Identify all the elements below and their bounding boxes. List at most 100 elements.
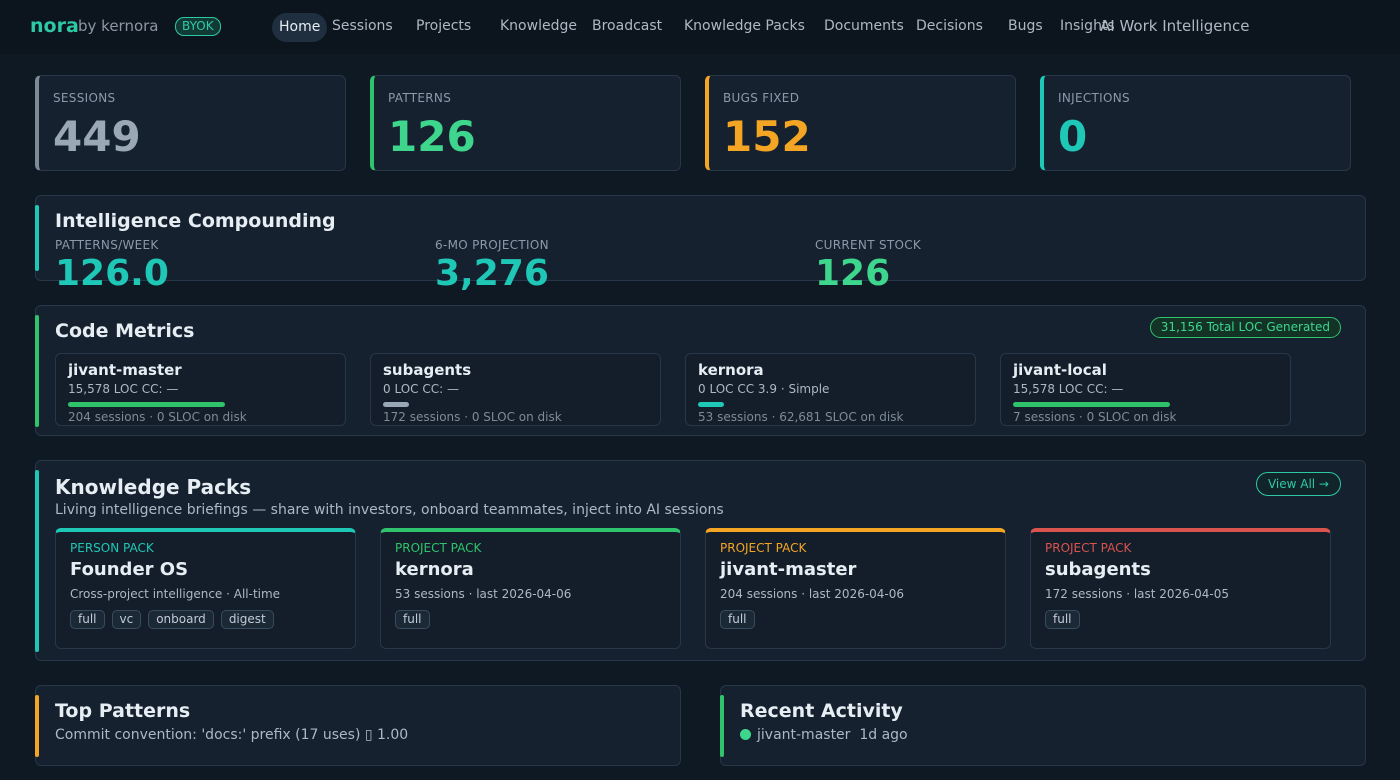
panel-title: Top Patterns [55, 700, 191, 722]
pack-tag[interactable]: digest [220, 610, 274, 629]
pack-card-kernora[interactable]: PROJECT PACK kernora 53 sessions · last … [380, 528, 681, 649]
project-name: subagents [383, 361, 472, 379]
stat-card-patterns: PATTERNS 126 [370, 75, 681, 171]
loc-bar [1013, 402, 1170, 407]
pack-tag[interactable]: full [395, 610, 430, 629]
metric-value: 126 [815, 253, 891, 294]
view-all-button[interactable]: View All → [1255, 472, 1341, 496]
pack-type: PROJECT PACK [395, 541, 482, 555]
project-sessions: 53 sessions · 62,681 SLOC on disk [698, 410, 904, 424]
loc-bar [698, 402, 724, 407]
pack-tags: full vc onboard digest [70, 610, 274, 629]
metric-label: PATTERNS/WEEK [55, 238, 159, 252]
pack-meta: 53 sessions · last 2026-04-06 [395, 587, 572, 601]
project-sessions: 7 sessions · 0 SLOC on disk [1013, 410, 1177, 424]
project-card-subagents[interactable]: subagents 0 LOC CC: — 172 sessions · 0 S… [370, 353, 661, 426]
app-tagline: AI Work Intelligence [1100, 17, 1250, 35]
intelligence-compounding-panel: Intelligence Compounding PATTERNS/WEEK 1… [35, 195, 1366, 294]
project-card-kernora[interactable]: kernora 0 LOC CC 3.9 · Simple 53 session… [685, 353, 976, 426]
stat-card-injections: INJECTIONS 0 [1040, 75, 1351, 171]
panel-subtitle: Living intelligence briefings — share wi… [55, 502, 724, 518]
stat-value: 449 [53, 112, 141, 161]
stat-card-sessions: SESSIONS 449 [35, 75, 346, 171]
stat-label: PATTERNS [388, 91, 452, 105]
project-card-jivant-master[interactable]: jivant-master 15,578 LOC CC: — 204 sessi… [55, 353, 346, 426]
panel-title: Recent Activity [740, 700, 903, 722]
top-nav: nora by kernora BYOK Home Sessions Proje… [0, 0, 1400, 54]
pack-name: jivant-master [720, 559, 857, 580]
project-card-jivant-local[interactable]: jivant-local 15,578 LOC CC: — 7 sessions… [1000, 353, 1291, 426]
code-metrics-panel: Code Metrics 31,156 Total LOC Generated … [35, 305, 1366, 436]
brand-by: by kernora [78, 17, 159, 35]
stat-label: INJECTIONS [1058, 91, 1130, 105]
project-name: kernora [698, 361, 764, 379]
pack-meta: 204 sessions · last 2026-04-06 [720, 587, 905, 601]
pack-tag[interactable]: full [720, 610, 755, 629]
panel-accent [35, 315, 39, 427]
pack-tags: full [395, 610, 430, 629]
nav-decisions[interactable]: Decisions [916, 18, 983, 34]
pack-card-jivant-master[interactable]: PROJECT PACK jivant-master 204 sessions … [705, 528, 1006, 649]
activity-time: 1d ago [859, 727, 908, 743]
loc-bar [383, 402, 409, 407]
project-loc: 15,578 LOC CC: — [68, 382, 179, 396]
knowledge-packs-panel: Knowledge Packs Living intelligence brie… [35, 460, 1366, 661]
pack-meta: 172 sessions · last 2026-04-05 [1045, 587, 1230, 601]
pack-card-founder-os[interactable]: PERSON PACK Founder OS Cross-project int… [55, 528, 356, 649]
status-dot-icon [740, 729, 751, 740]
recent-activity-panel: Recent Activity jivant-master 1d ago [720, 685, 1366, 766]
pack-type: PERSON PACK [70, 541, 154, 555]
stat-label: SESSIONS [53, 91, 116, 105]
activity-project: jivant-master [757, 727, 851, 743]
nav-knowledge[interactable]: Knowledge [500, 18, 577, 34]
panel-title: Code Metrics [55, 320, 195, 342]
panel-accent [720, 695, 724, 757]
byok-badge: BYOK [175, 17, 221, 36]
stat-value: 0 [1058, 112, 1088, 161]
nav-documents[interactable]: Documents [824, 18, 904, 34]
nav-broadcast[interactable]: Broadcast [592, 18, 663, 34]
pack-type: PROJECT PACK [1045, 541, 1132, 555]
stat-value: 126 [388, 112, 476, 161]
pack-tag[interactable]: onboard [148, 610, 214, 629]
nav-insights[interactable]: Insights [1060, 18, 1115, 34]
pack-meta: Cross-project intelligence · All-time [70, 587, 281, 601]
panel-accent [35, 695, 39, 757]
stat-label: BUGS FIXED [723, 91, 800, 105]
nav-bugs[interactable]: Bugs [1008, 18, 1043, 34]
pack-tag[interactable]: full [70, 610, 105, 629]
project-sessions: 172 sessions · 0 SLOC on disk [383, 410, 562, 424]
pack-tag[interactable]: vc [111, 610, 142, 629]
stat-card-bugs-fixed: BUGS FIXED 152 [705, 75, 1016, 171]
nav-knowledge-packs[interactable]: Knowledge Packs [684, 18, 805, 34]
panel-accent [35, 470, 39, 652]
project-loc: 15,578 LOC CC: — [1013, 382, 1124, 396]
pack-tags: full [1045, 610, 1080, 629]
pack-tags: full [720, 610, 755, 629]
metric-projection: 6-MO PROJECTION 3,276 [435, 238, 549, 296]
nav-home[interactable]: Home [272, 13, 328, 42]
stat-value: 152 [723, 112, 811, 161]
nav-sessions[interactable]: Sessions [332, 18, 393, 34]
pattern-item[interactable]: Commit convention: 'docs:' prefix (17 us… [55, 727, 409, 743]
metric-label: CURRENT STOCK [815, 238, 922, 252]
brand-logo[interactable]: nora [30, 15, 79, 37]
project-sessions: 204 sessions · 0 SLOC on disk [68, 410, 247, 424]
pack-card-subagents[interactable]: PROJECT PACK subagents 172 sessions · la… [1030, 528, 1331, 649]
panel-title: Intelligence Compounding [55, 210, 336, 232]
top-patterns-panel: Top Patterns Commit convention: 'docs:' … [35, 685, 681, 766]
panel-title: Knowledge Packs [55, 475, 252, 499]
loc-bar [68, 402, 225, 407]
project-name: jivant-master [68, 361, 182, 379]
nav-projects[interactable]: Projects [416, 18, 472, 34]
pack-type: PROJECT PACK [720, 541, 807, 555]
metric-current-stock: CURRENT STOCK 126 [815, 238, 921, 296]
metric-label: 6-MO PROJECTION [435, 238, 549, 252]
project-loc: 0 LOC CC: — [383, 382, 459, 396]
metric-value: 126.0 [55, 253, 169, 294]
total-loc-badge: 31,156 Total LOC Generated [1149, 317, 1341, 338]
pack-name: subagents [1045, 559, 1151, 580]
activity-item[interactable]: jivant-master 1d ago [740, 727, 908, 743]
project-loc: 0 LOC CC 3.9 · Simple [698, 382, 830, 396]
pack-tag[interactable]: full [1045, 610, 1080, 629]
